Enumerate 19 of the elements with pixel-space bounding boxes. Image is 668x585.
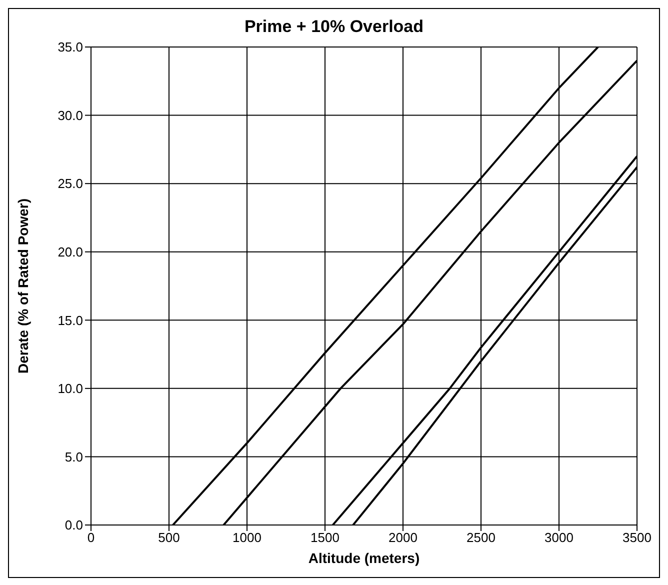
x-tick-label: 2000: [388, 530, 418, 546]
x-tick-label: 1000: [232, 530, 262, 546]
x-tick-label: 0: [87, 530, 95, 546]
x-tick-label: 3500: [622, 530, 652, 546]
x-tick-label: 500: [158, 530, 180, 546]
y-tick-label: 30.0: [58, 108, 83, 123]
y-tick-label: 15.0: [58, 312, 83, 328]
y-tick-label: 5.0: [64, 449, 83, 464]
y-tick-label: 35.0: [58, 40, 83, 55]
chart-title: Prime + 10% Overload: [243, 16, 425, 38]
y-axis-title: Derate (% of Rated Power): [14, 198, 31, 374]
y-tick-label: 10.0: [58, 381, 83, 396]
y-tick-label: 25.0: [58, 176, 83, 192]
x-tick-label: 3000: [544, 530, 574, 546]
x-tick-label: 1500: [310, 530, 340, 546]
y-tick-label: 20.0: [58, 244, 83, 260]
x-axis-title: Altitude (meters): [308, 550, 420, 566]
y-tick-label: 0.0: [64, 518, 83, 533]
x-tick-label: 2500: [466, 530, 496, 546]
